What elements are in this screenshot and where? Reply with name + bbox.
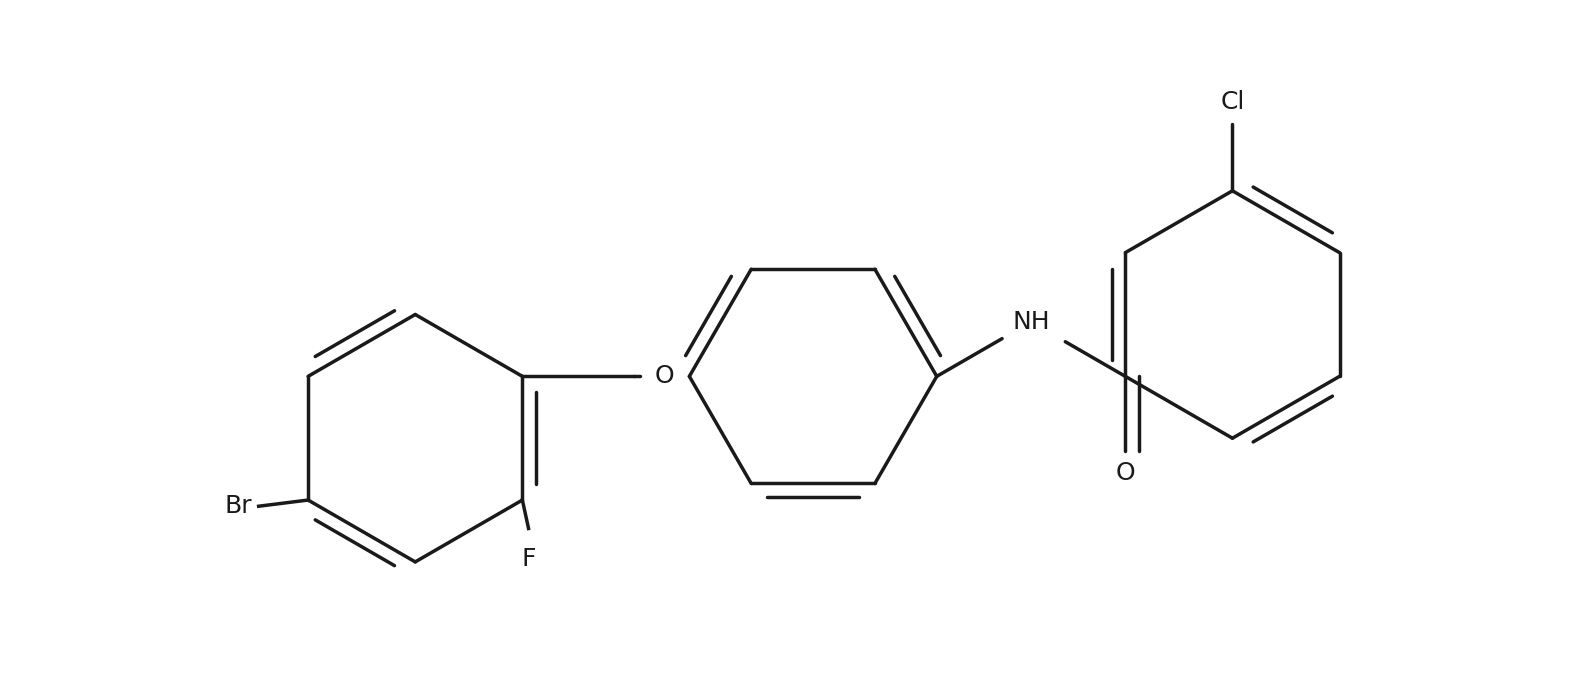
Text: F: F xyxy=(521,547,537,571)
Text: O: O xyxy=(1116,461,1135,485)
Text: NH: NH xyxy=(1013,310,1049,334)
Text: O: O xyxy=(654,364,675,388)
Text: Br: Br xyxy=(224,494,253,518)
Text: Cl: Cl xyxy=(1219,90,1245,114)
